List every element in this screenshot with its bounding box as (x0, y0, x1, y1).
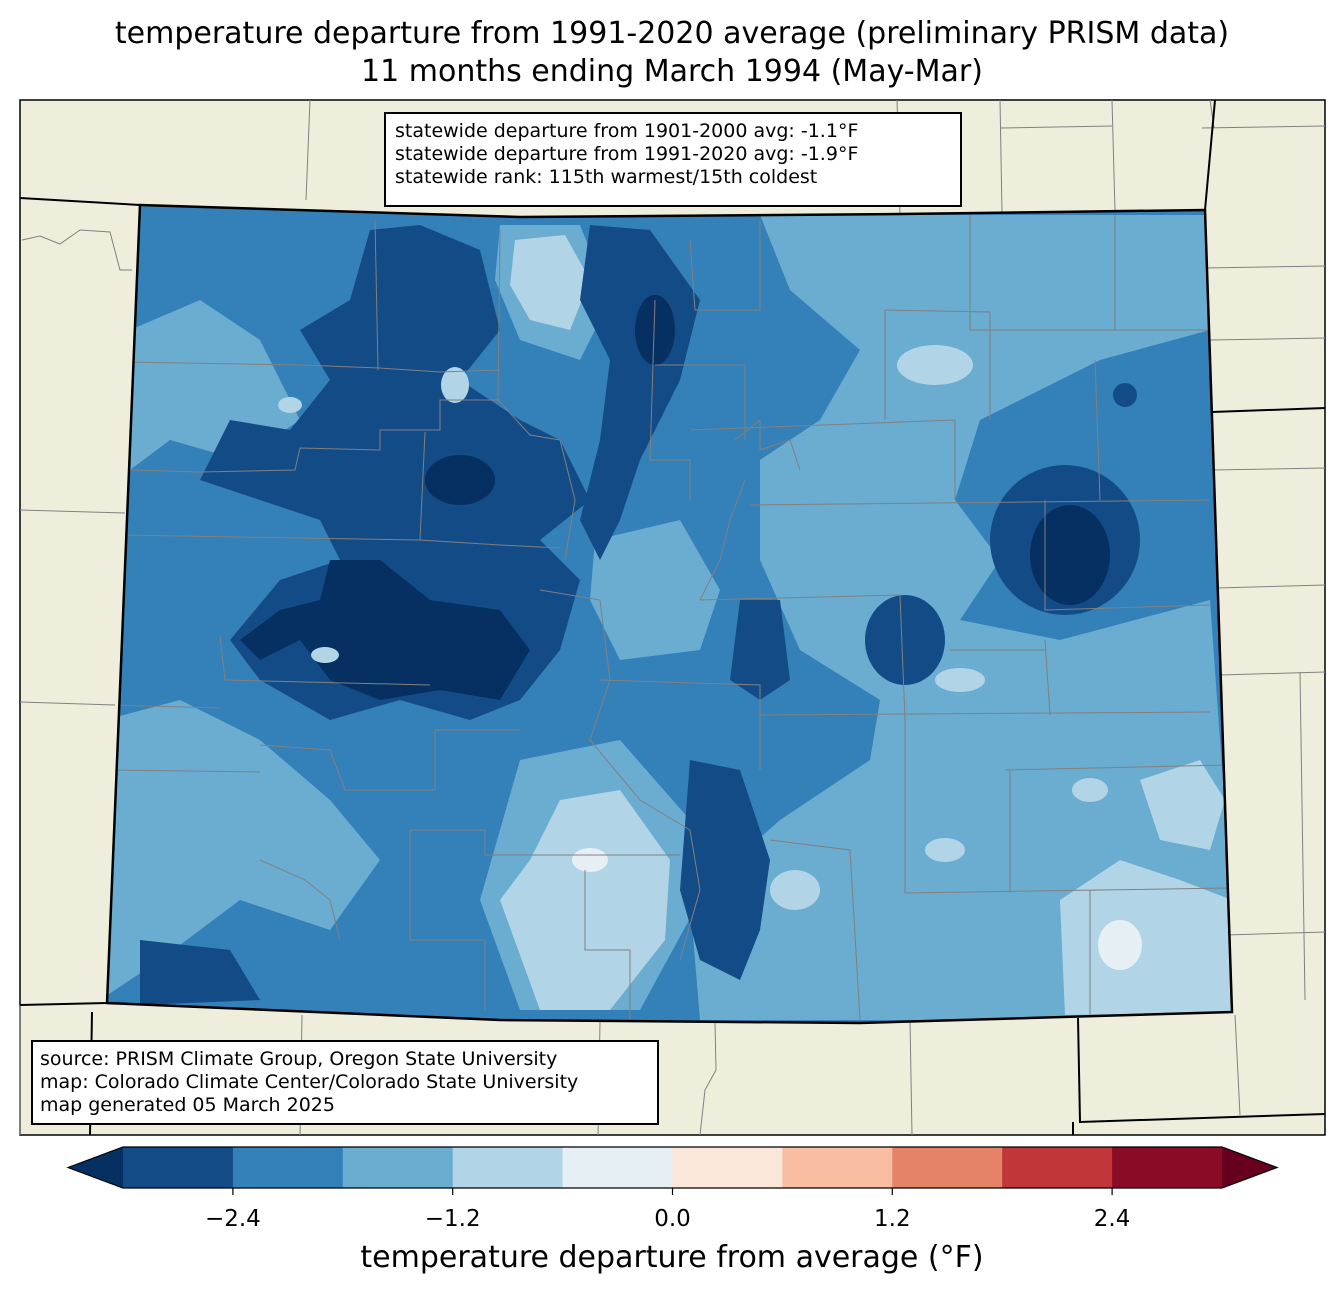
field-light-central (590, 520, 720, 660)
field-pale-east-5 (935, 668, 985, 692)
field-darkest-core (240, 560, 530, 700)
colorbar-bin-0 (123, 1147, 234, 1188)
field-darkest-fr (635, 295, 675, 365)
credits-generated: map generated 05 March 2025 (40, 1094, 335, 1116)
field-pale-east-3 (925, 838, 965, 862)
temperature-field (107, 205, 1232, 1023)
credits-box: source: PRISM Climate Group, Oregon Stat… (31, 1040, 659, 1125)
field-dark-mountains (200, 225, 590, 720)
stats-line-rank: statewide rank: 115th warmest/15th colde… (395, 166, 818, 188)
field-pale-northpark (510, 235, 590, 330)
credits-source: source: PRISM Climate Group, Oregon Stat… (40, 1048, 558, 1070)
colorbar-bin-7 (892, 1147, 1003, 1188)
field-darkest-east (1030, 505, 1110, 605)
field-dark-sangre (680, 760, 770, 980)
map-title-line-1: temperature departure from 1991-2020 ave… (114, 16, 1230, 51)
colorbar-tick-label: 2.4 (1093, 1206, 1131, 1232)
colorbar-tick-label: 0.0 (654, 1206, 691, 1232)
colorbar-outline (66, 1146, 1279, 1189)
colorbar-under-arrow (68, 1147, 123, 1188)
credits-map: map: Colorado Climate Center/Colorado St… (40, 1071, 579, 1093)
colorbar-label: temperature departure from average (°F) (360, 1240, 984, 1275)
colorbar (66, 1146, 1279, 1195)
field-dark-east-2 (865, 595, 945, 685)
colorbar-bin-1 (232, 1147, 344, 1188)
colorbar-bin-2 (342, 1147, 454, 1188)
county-lines (107, 215, 1231, 1021)
stats-line-1991-2020: statewide departure from 1991-2020 avg: … (395, 143, 859, 165)
colorbar-tick-label: 1.2 (874, 1206, 911, 1232)
field-dark-southwest (140, 940, 260, 1005)
field-darkest-ne (425, 455, 495, 505)
field-pale-pocket-2 (278, 397, 302, 413)
field-light-southwest (107, 700, 380, 1000)
stats-line-1901-2000: statewide departure from 1901-2000 avg: … (395, 120, 859, 142)
map-title-line-2: 11 months ending March 1994 (May-Mar) (361, 54, 983, 89)
colorbar-tick-label: −2.4 (204, 1206, 261, 1232)
statewide-stats-box: statewide departure from 1901-2000 avg: … (384, 112, 962, 207)
colorbar-bin-5 (672, 1147, 783, 1188)
field-pale-east-1 (1140, 760, 1225, 850)
colorbar-bin-8 (1002, 1147, 1113, 1188)
colorbar-over-arrow (1222, 1147, 1277, 1188)
colorado-outline (105, 203, 1234, 1025)
field-pale-east-4 (1072, 778, 1108, 802)
field-pale-pocket-3 (311, 647, 339, 663)
field-whitish-sl (572, 848, 608, 872)
field-pale-east-2 (770, 870, 820, 910)
colorbar-bin-3 (452, 1147, 564, 1188)
field-pale-pocket-1 (441, 367, 469, 403)
colorbar-bin-4 (562, 1147, 673, 1188)
colorbar-bin-9 (1112, 1147, 1223, 1188)
field-dark-ne-spot (1113, 383, 1137, 407)
field-dark-pueblo (730, 600, 790, 700)
colorbar-tick-label: −1.2 (424, 1206, 481, 1232)
field-light-east (690, 215, 1232, 1020)
field-whitish-se (1098, 920, 1142, 970)
colorbar-bin-6 (782, 1147, 893, 1188)
field-pale-southeast (1060, 860, 1232, 1015)
field-pale-northeast (897, 345, 973, 385)
